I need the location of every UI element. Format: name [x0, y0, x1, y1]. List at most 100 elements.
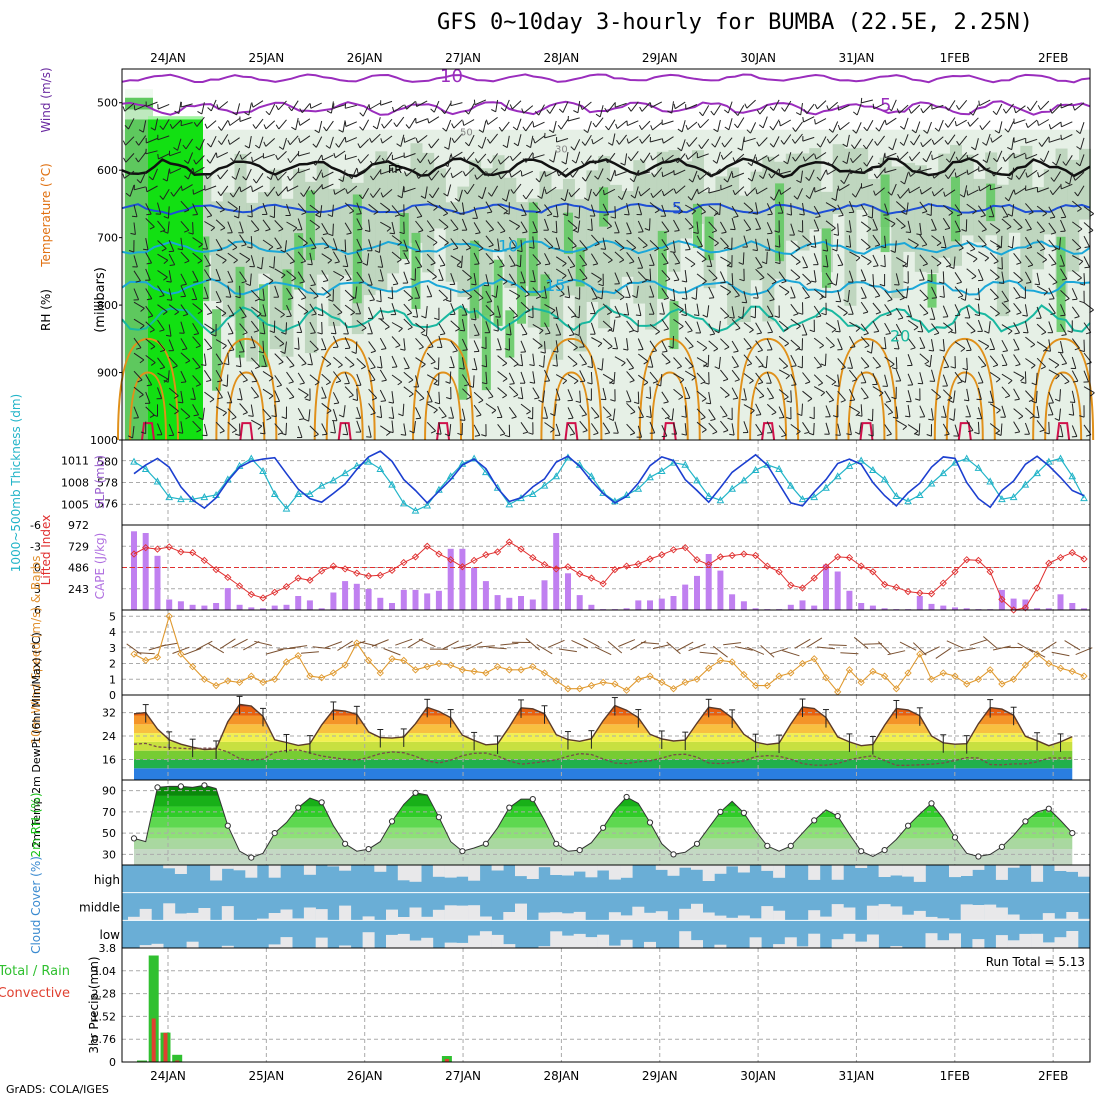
- wind-barb: [252, 381, 257, 382]
- cloud-cell: [832, 939, 844, 948]
- rh-band-mid: [493, 155, 505, 249]
- wind-barb: [579, 306, 580, 318]
- rh2m-point: [155, 785, 160, 790]
- cloud-cell: [562, 865, 574, 876]
- rh2m-point: [413, 790, 418, 795]
- cloud-cell: [621, 865, 633, 878]
- wind-barb: [932, 155, 933, 160]
- wind-barb: [146, 214, 151, 215]
- wind10m-barb: [395, 639, 412, 645]
- cloud-cell: [1055, 937, 1067, 948]
- slp-tick-label: 1011: [61, 455, 89, 468]
- cloud-cell: [761, 906, 773, 920]
- wind10m-barb: [840, 653, 858, 654]
- contour-label: 5: [672, 198, 682, 217]
- contour-label: 50: [460, 128, 473, 139]
- cloud-cell: [644, 942, 656, 948]
- temp-band: [122, 707, 1090, 716]
- pressure-tick-label: 1000: [90, 434, 118, 447]
- contour-label: 30: [555, 145, 568, 156]
- cloud-cell: [468, 865, 480, 881]
- cloud-cell: [456, 906, 468, 921]
- wind-barb: [624, 214, 629, 215]
- cloud-cell: [456, 865, 468, 877]
- cloud-cell: [1008, 915, 1020, 921]
- wind-barb: [753, 298, 758, 299]
- wind10m-tick-label: 4: [109, 626, 116, 639]
- wind10m-tick-label: 0: [109, 689, 116, 702]
- cloud-cell: [480, 917, 492, 921]
- cloud-cell: [445, 865, 457, 878]
- wind10m-point: [1081, 673, 1087, 679]
- cloud-cell: [398, 934, 410, 948]
- cape-bar: [401, 590, 407, 610]
- cloud-cell: [128, 917, 140, 921]
- cloud-row-label: middle: [79, 901, 120, 915]
- wind10m-tick-label: 5: [109, 610, 116, 623]
- wind10m-barb: [266, 649, 283, 654]
- top-day-label: 31JAN: [839, 51, 875, 65]
- cape-bar: [213, 603, 219, 610]
- wind-barb: [310, 103, 311, 108]
- wind-barb: [767, 252, 768, 264]
- thickness-axis-label: 1000~500mb Thickness (dm): [9, 394, 23, 572]
- cloud-cell: [363, 932, 375, 948]
- wind-barb: [436, 434, 441, 435]
- temp-band: [122, 751, 1090, 760]
- cloud-cell: [972, 905, 984, 920]
- cloud-cell: [1031, 934, 1043, 948]
- rh2m-point: [460, 849, 465, 854]
- wind-barb: [979, 101, 980, 106]
- wind-barb: [803, 117, 804, 122]
- wind-barb: [322, 155, 323, 160]
- cloud-cell: [843, 934, 855, 948]
- wind-barb: [861, 298, 866, 299]
- wind-barb: [474, 100, 475, 105]
- rh2m-point: [718, 809, 723, 814]
- cloud-cell: [785, 937, 797, 948]
- cape-bar: [671, 596, 677, 610]
- precip-convective-bar: [152, 1019, 156, 1063]
- cape-bar: [800, 600, 806, 610]
- wind-barb: [765, 250, 770, 251]
- wind-barb: [545, 381, 550, 382]
- rh2m-point: [906, 823, 911, 828]
- cloud-cell: [691, 865, 703, 870]
- wind10m-barb: [384, 649, 401, 656]
- temp-band: [122, 759, 1090, 768]
- wind-barb: [743, 252, 744, 264]
- rh-band-green: [294, 233, 303, 289]
- cloud-cell: [738, 865, 750, 873]
- wind-barb: [756, 415, 761, 416]
- cloud-cell: [832, 904, 844, 920]
- cloud-cell: [597, 935, 609, 948]
- cloud-cell: [433, 910, 445, 921]
- rh2m-band: [122, 849, 1090, 865]
- wind10m-barb: [700, 652, 718, 654]
- wind-barb: [345, 240, 346, 252]
- wind-barb: [579, 324, 580, 336]
- cloud-cell: [175, 865, 187, 874]
- cloud-cell: [585, 865, 597, 877]
- cape-bar: [366, 589, 372, 610]
- cape-bar: [647, 600, 653, 610]
- wind-barb: [474, 335, 479, 336]
- cloud-cell: [890, 906, 902, 920]
- cloud-cell: [820, 917, 832, 921]
- rh2m-band: [122, 796, 1090, 807]
- wind10m-barb: [618, 640, 635, 647]
- wind-barb: [191, 399, 196, 400]
- precip-panel-frame: [122, 948, 1090, 1062]
- cloud-cell: [714, 865, 726, 874]
- slp-tick-label: 972: [68, 519, 89, 532]
- pressure-tick-label: 600: [97, 164, 118, 177]
- wind-barb: [287, 186, 288, 191]
- wind10m-barb: [325, 642, 342, 648]
- cape-bar: [495, 595, 501, 610]
- bottom-day-label: 1FEB: [940, 1069, 970, 1083]
- rh2m-point: [765, 843, 770, 848]
- temp2m-tick-label: 16: [102, 753, 116, 766]
- cloud-cell: [691, 940, 703, 948]
